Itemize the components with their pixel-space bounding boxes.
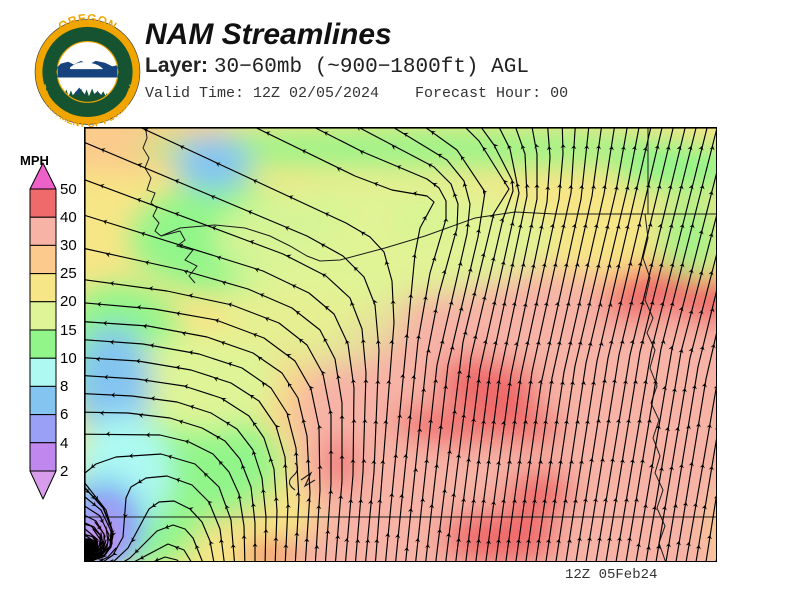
svg-text:2: 2 bbox=[60, 463, 68, 480]
svg-text:10: 10 bbox=[60, 350, 77, 367]
svg-text:50: 50 bbox=[60, 181, 77, 198]
svg-text:40: 40 bbox=[60, 209, 77, 226]
svg-text:6: 6 bbox=[60, 406, 68, 423]
svg-text:30: 30 bbox=[60, 237, 77, 254]
svg-text:8: 8 bbox=[60, 378, 68, 395]
svg-text:4: 4 bbox=[60, 435, 68, 452]
svg-text:20: 20 bbox=[60, 293, 77, 310]
svg-text:25: 25 bbox=[60, 265, 77, 282]
svg-text:15: 15 bbox=[60, 322, 77, 339]
